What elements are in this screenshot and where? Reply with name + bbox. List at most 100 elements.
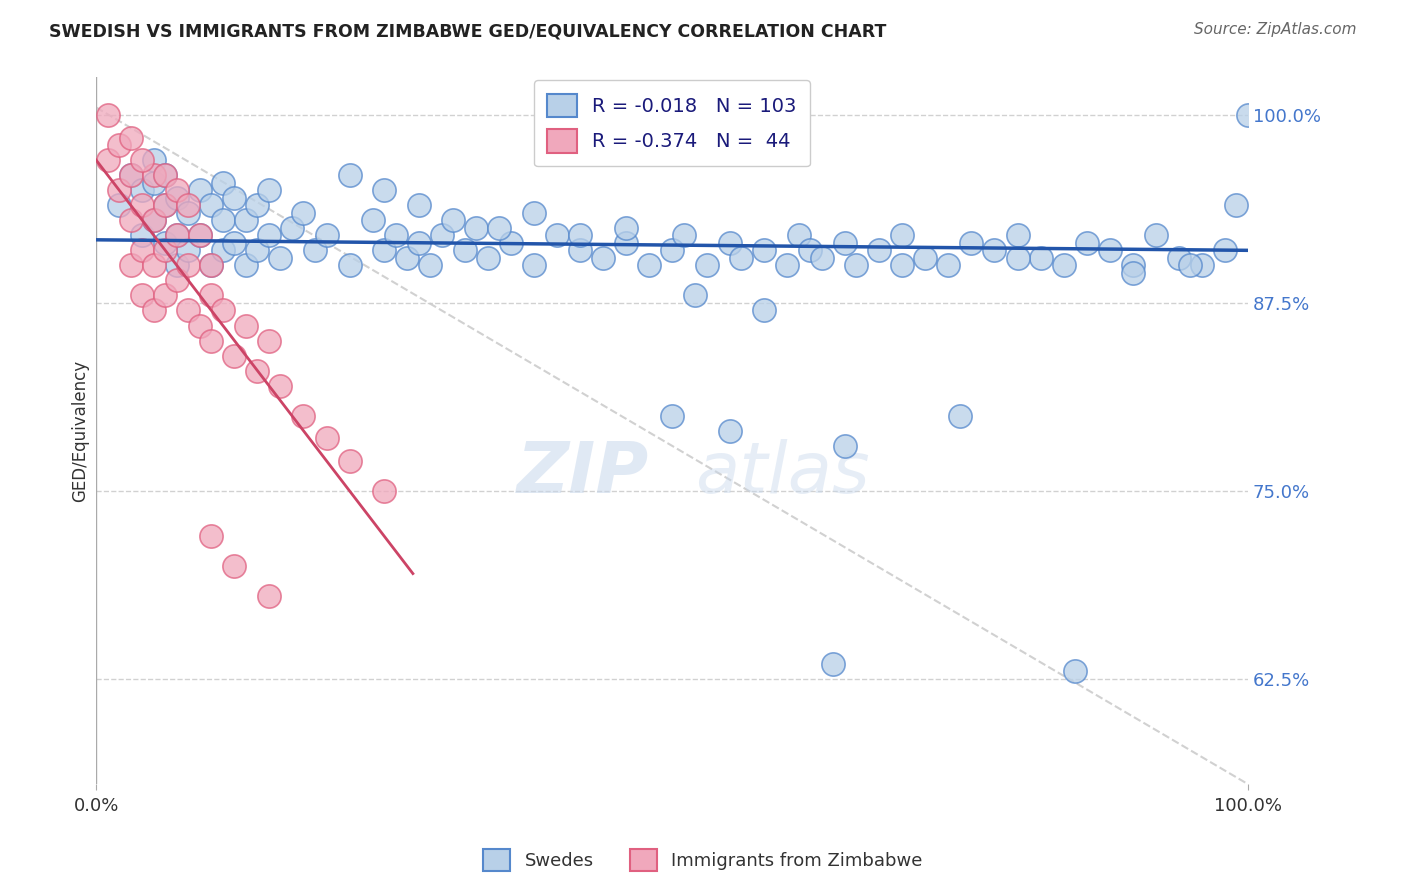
Point: [1007, 251, 1029, 265]
Point: [373, 244, 395, 258]
Point: [1052, 259, 1074, 273]
Point: [224, 191, 246, 205]
Point: [131, 228, 153, 243]
Point: [696, 259, 718, 273]
Point: [200, 259, 222, 273]
Point: [1167, 251, 1189, 265]
Point: [224, 349, 246, 363]
Point: [614, 220, 637, 235]
Point: [257, 589, 280, 603]
Point: [1076, 235, 1098, 250]
Point: [477, 251, 499, 265]
Point: [568, 244, 591, 258]
Point: [661, 409, 683, 423]
Point: [269, 378, 291, 392]
Point: [155, 168, 177, 182]
Point: [1064, 665, 1087, 679]
Point: [131, 288, 153, 302]
Point: [108, 138, 131, 153]
Point: [246, 244, 269, 258]
Point: [752, 244, 775, 258]
Point: [281, 220, 304, 235]
Point: [408, 235, 430, 250]
Point: [568, 228, 591, 243]
Point: [155, 198, 177, 212]
Point: [1237, 108, 1260, 122]
Point: [799, 244, 821, 258]
Point: [1029, 251, 1052, 265]
Point: [1191, 259, 1213, 273]
Point: [155, 288, 177, 302]
Point: [177, 206, 200, 220]
Point: [304, 244, 326, 258]
Point: [200, 288, 222, 302]
Point: [315, 228, 337, 243]
Point: [257, 183, 280, 197]
Point: [166, 273, 188, 287]
Point: [200, 198, 222, 212]
Point: [1122, 266, 1144, 280]
Point: [177, 303, 200, 318]
Point: [1180, 259, 1202, 273]
Point: [949, 409, 972, 423]
Point: [1122, 259, 1144, 273]
Point: [142, 213, 165, 227]
Point: [212, 303, 235, 318]
Point: [142, 303, 165, 318]
Point: [224, 559, 246, 574]
Point: [246, 198, 269, 212]
Point: [938, 259, 960, 273]
Point: [292, 206, 315, 220]
Point: [269, 251, 291, 265]
Point: [361, 213, 384, 227]
Point: [787, 228, 810, 243]
Point: [166, 191, 188, 205]
Point: [142, 176, 165, 190]
Point: [1213, 244, 1236, 258]
Point: [177, 198, 200, 212]
Point: [166, 183, 188, 197]
Point: [592, 251, 614, 265]
Point: [499, 235, 522, 250]
Point: [339, 168, 361, 182]
Legend: R = -0.018   N = 103, R = -0.374   N =  44: R = -0.018 N = 103, R = -0.374 N = 44: [534, 80, 810, 167]
Point: [454, 244, 477, 258]
Point: [166, 259, 188, 273]
Point: [465, 220, 488, 235]
Point: [1225, 198, 1247, 212]
Point: [200, 334, 222, 348]
Point: [142, 213, 165, 227]
Point: [823, 657, 845, 671]
Point: [614, 235, 637, 250]
Point: [235, 318, 257, 333]
Point: [396, 251, 419, 265]
Text: SWEDISH VS IMMIGRANTS FROM ZIMBABWE GED/EQUIVALENCY CORRELATION CHART: SWEDISH VS IMMIGRANTS FROM ZIMBABWE GED/…: [49, 22, 887, 40]
Point: [983, 244, 1005, 258]
Point: [730, 251, 752, 265]
Point: [430, 228, 453, 243]
Point: [212, 176, 235, 190]
Point: [97, 153, 120, 168]
Point: [166, 228, 188, 243]
Point: [373, 483, 395, 498]
Point: [188, 228, 211, 243]
Point: [638, 259, 661, 273]
Point: [661, 244, 683, 258]
Point: [523, 259, 546, 273]
Point: [155, 235, 177, 250]
Point: [120, 168, 142, 182]
Text: Source: ZipAtlas.com: Source: ZipAtlas.com: [1194, 22, 1357, 37]
Point: [131, 198, 153, 212]
Point: [97, 108, 120, 122]
Point: [142, 259, 165, 273]
Point: [373, 183, 395, 197]
Point: [315, 431, 337, 445]
Point: [212, 244, 235, 258]
Point: [292, 409, 315, 423]
Point: [752, 303, 775, 318]
Point: [441, 213, 464, 227]
Point: [718, 424, 741, 438]
Point: [810, 251, 832, 265]
Y-axis label: GED/Equivalency: GED/Equivalency: [72, 359, 89, 502]
Point: [108, 183, 131, 197]
